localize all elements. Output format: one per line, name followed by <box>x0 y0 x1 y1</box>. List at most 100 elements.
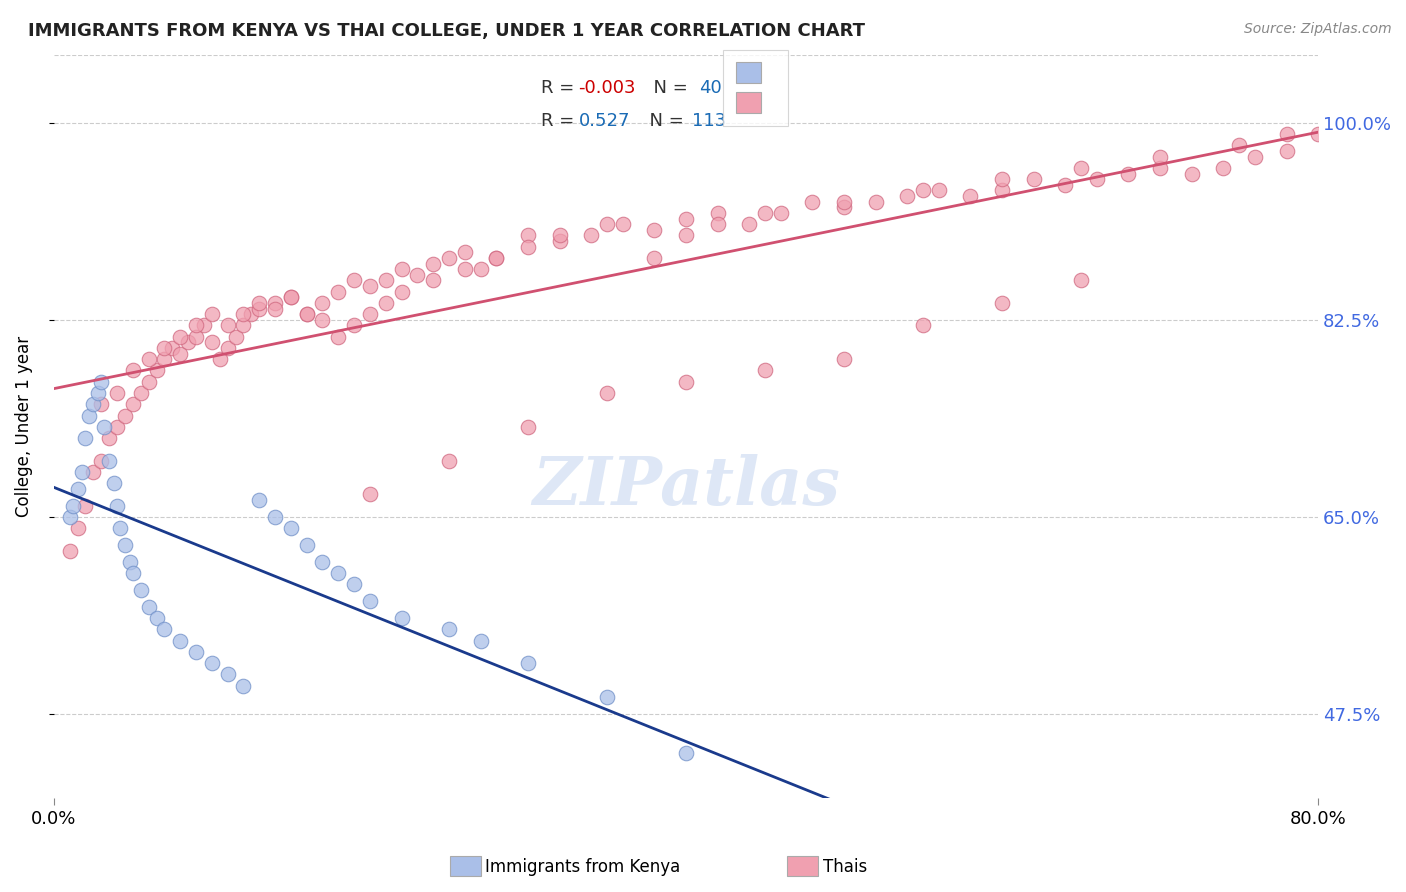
Point <box>832 200 855 214</box>
Point <box>247 296 270 310</box>
Point <box>1070 161 1092 175</box>
Point <box>1308 127 1330 141</box>
Point <box>359 307 381 321</box>
Point <box>280 290 302 304</box>
Point <box>184 330 207 344</box>
Point <box>328 330 350 344</box>
Point <box>103 476 125 491</box>
Point <box>754 206 776 220</box>
Point <box>264 296 287 310</box>
Y-axis label: College, Under 1 year: College, Under 1 year <box>15 336 32 517</box>
Point <box>959 189 981 203</box>
Text: Source: ZipAtlas.com: Source: ZipAtlas.com <box>1244 22 1392 37</box>
Point <box>343 318 366 333</box>
Point <box>75 431 97 445</box>
Point <box>374 273 396 287</box>
Point <box>129 582 152 597</box>
Point <box>201 656 224 670</box>
Point <box>184 645 207 659</box>
Point <box>75 499 97 513</box>
Point <box>59 543 82 558</box>
Point <box>454 245 477 260</box>
Point <box>87 386 110 401</box>
Point <box>217 318 239 333</box>
Point <box>596 690 619 704</box>
Point <box>62 499 84 513</box>
Point <box>145 611 167 625</box>
Point <box>1085 172 1108 186</box>
Point <box>912 318 935 333</box>
Point <box>145 363 167 377</box>
Point <box>240 307 263 321</box>
Point <box>865 194 887 209</box>
Point <box>169 346 191 360</box>
Point <box>643 223 665 237</box>
Point <box>108 521 131 535</box>
Point <box>437 251 460 265</box>
Point <box>208 352 231 367</box>
Point <box>422 256 444 270</box>
Point <box>896 189 918 203</box>
Text: IMMIGRANTS FROM KENYA VS THAI COLLEGE, UNDER 1 YEAR CORRELATION CHART: IMMIGRANTS FROM KENYA VS THAI COLLEGE, U… <box>28 22 865 40</box>
Point <box>675 228 697 243</box>
Point <box>422 273 444 287</box>
Point <box>516 228 538 243</box>
Point <box>121 397 143 411</box>
Point <box>311 313 333 327</box>
Point <box>232 679 254 693</box>
Point <box>311 296 333 310</box>
Point <box>754 363 776 377</box>
Point <box>153 341 176 355</box>
Point <box>232 318 254 333</box>
Point <box>1275 127 1298 141</box>
Text: 40: 40 <box>699 79 721 97</box>
Point <box>1054 178 1077 192</box>
Point <box>93 419 115 434</box>
Point <box>121 566 143 580</box>
Point <box>82 397 104 411</box>
Point <box>162 341 184 355</box>
Point <box>72 465 94 479</box>
Point <box>264 509 287 524</box>
Point <box>1227 138 1250 153</box>
Point <box>105 499 128 513</box>
Point <box>201 335 224 350</box>
Point <box>832 194 855 209</box>
Point <box>1070 273 1092 287</box>
Point <box>706 217 728 231</box>
Point <box>217 667 239 681</box>
Text: 113: 113 <box>692 112 727 129</box>
Point <box>153 623 176 637</box>
Point <box>579 228 602 243</box>
Point <box>1244 150 1267 164</box>
Point <box>991 183 1014 197</box>
Point <box>153 352 176 367</box>
Point <box>82 465 104 479</box>
Point <box>991 172 1014 186</box>
Point <box>1149 150 1171 164</box>
Point <box>90 375 112 389</box>
Text: R =: R = <box>540 112 579 129</box>
Point <box>769 206 792 220</box>
Point <box>59 509 82 524</box>
Point <box>66 482 89 496</box>
Point <box>280 521 302 535</box>
Point <box>359 594 381 608</box>
Point <box>1118 167 1140 181</box>
Point <box>90 453 112 467</box>
Point <box>295 307 318 321</box>
Point <box>114 409 136 423</box>
Point <box>454 262 477 277</box>
Point <box>1149 161 1171 175</box>
Point <box>391 285 413 299</box>
Point <box>437 623 460 637</box>
Point <box>516 240 538 254</box>
Text: Immigrants from Kenya: Immigrants from Kenya <box>485 858 681 876</box>
Point <box>169 633 191 648</box>
Point <box>118 555 141 569</box>
Point <box>928 183 950 197</box>
Point <box>706 206 728 220</box>
Point <box>391 611 413 625</box>
Point <box>328 285 350 299</box>
Point <box>612 217 634 231</box>
